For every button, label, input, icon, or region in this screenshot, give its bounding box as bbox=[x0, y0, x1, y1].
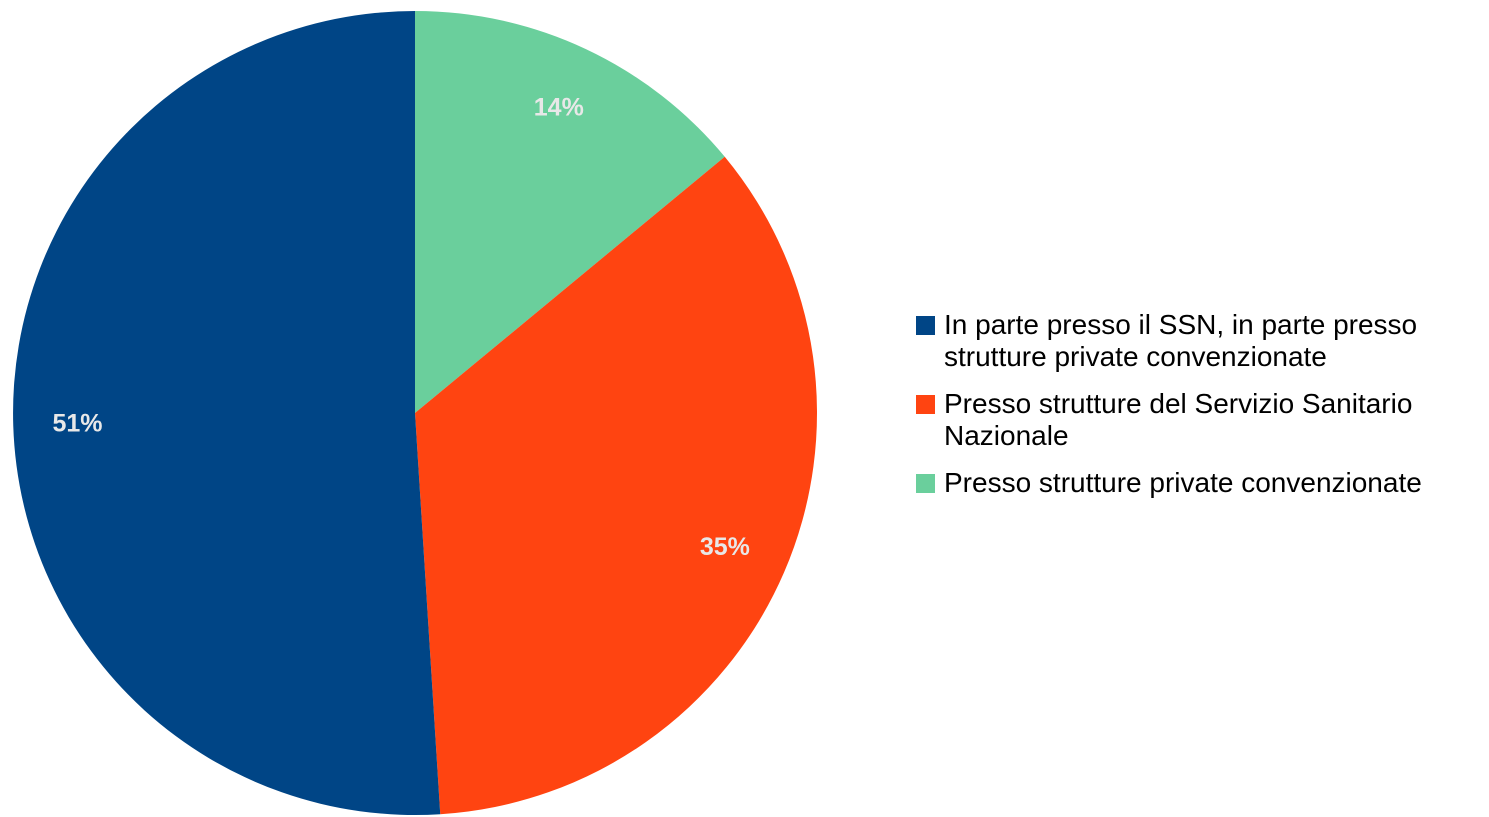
legend-swatch-icon bbox=[916, 395, 935, 414]
pie-labels: 14% 35% 51% bbox=[52, 94, 749, 562]
pie-chart: 14% 35% 51% bbox=[13, 11, 818, 816]
legend-label: Presso strutture del Servizio Sanitario … bbox=[944, 388, 1413, 451]
pie-slice bbox=[415, 11, 725, 413]
pie-slice bbox=[415, 156, 818, 815]
slice-value-label: 51% bbox=[52, 410, 102, 438]
legend-swatch-icon bbox=[916, 316, 935, 335]
legend-item: Presso strutture private convenzionate bbox=[916, 467, 1486, 499]
pie-slice bbox=[13, 11, 441, 816]
slice-value-label: 35% bbox=[700, 533, 750, 561]
legend-item: Presso strutture del Servizio Sanitario … bbox=[916, 388, 1486, 452]
legend-item: In parte presso il SSN, in parte presso … bbox=[916, 309, 1486, 373]
legend-label: In parte presso il SSN, in parte presso … bbox=[944, 309, 1418, 372]
legend: In parte presso il SSN, in parte presso … bbox=[916, 309, 1486, 514]
slice-value-label: 14% bbox=[534, 94, 584, 122]
pie-slices bbox=[13, 11, 818, 816]
legend-label: Presso strutture private convenzionate bbox=[944, 467, 1422, 498]
legend-swatch-icon bbox=[916, 474, 935, 493]
